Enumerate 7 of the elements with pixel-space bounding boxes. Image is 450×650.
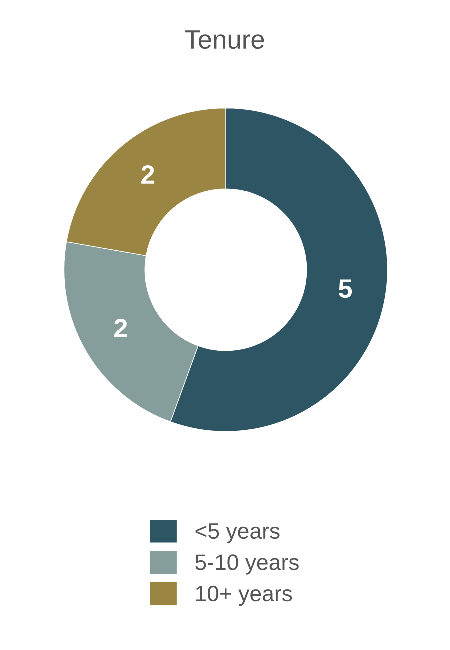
legend-label: <5 years — [196, 524, 280, 544]
data-label: 2 — [142, 165, 154, 184]
legend-label: 10+ years — [196, 586, 292, 606]
legend-label: 5-10 years — [196, 554, 299, 575]
data-label: 2 — [114, 319, 128, 338]
chart-title: Tenure — [185, 30, 264, 50]
data-label: 5 — [338, 280, 352, 298]
